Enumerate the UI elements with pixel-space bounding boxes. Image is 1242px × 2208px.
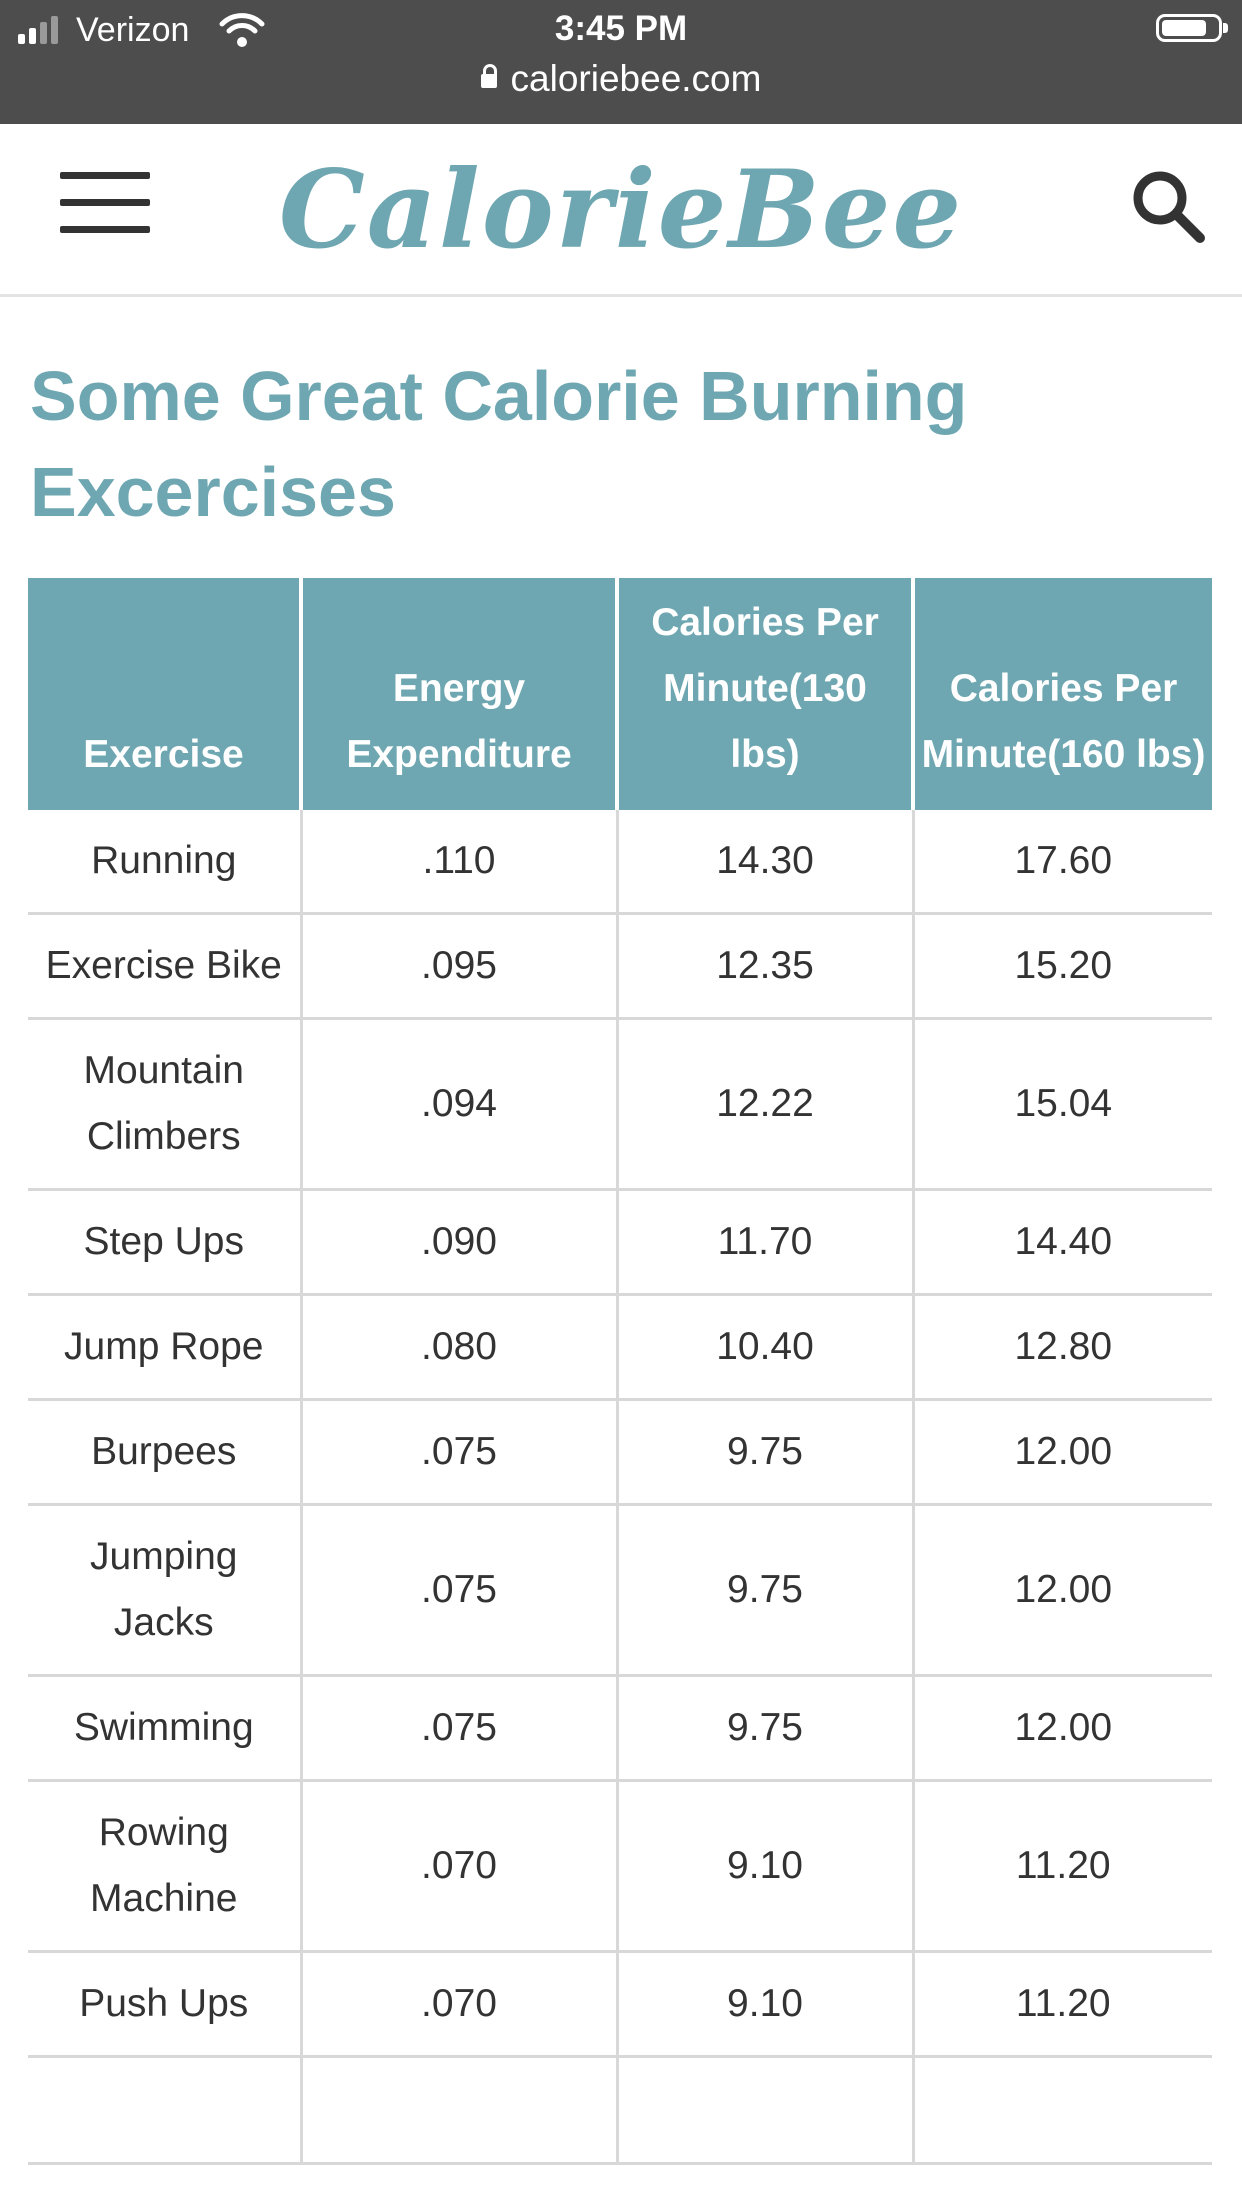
search-icon[interactable] bbox=[1128, 166, 1208, 246]
column-header: Calories Per Minute(160 lbs) bbox=[911, 578, 1212, 810]
clock: 3:45 PM bbox=[554, 9, 688, 48]
calories-130-cell: 12.35 bbox=[615, 913, 913, 1020]
hamburger-menu-icon[interactable] bbox=[60, 170, 150, 236]
table-row: Exercise Bike .095 12.35 15.20 bbox=[28, 913, 1212, 1020]
status-bar: Verizon 3:45 PM caloriebee.com bbox=[0, 0, 1242, 124]
table-row-empty bbox=[28, 2056, 1212, 2165]
column-header: Energy Expenditure bbox=[299, 578, 617, 810]
table-row: Rowing Machine .070 9.10 11.20 bbox=[28, 1780, 1212, 1953]
table-row: Swimming .075 9.75 12.00 bbox=[28, 1675, 1212, 1782]
calories-160-cell: 15.20 bbox=[911, 913, 1212, 1020]
exercise-cell: Jumping Jacks bbox=[28, 1504, 301, 1677]
table-row: Push Ups .070 9.10 11.20 bbox=[28, 1951, 1212, 2058]
exercise-cell: Exercise Bike bbox=[28, 913, 301, 1020]
energy-cell: .075 bbox=[299, 1399, 617, 1506]
calories-130-cell: 9.75 bbox=[615, 1399, 913, 1506]
calories-160-cell: 11.20 bbox=[911, 1951, 1212, 2058]
calories-130-cell: 9.10 bbox=[615, 1951, 913, 2058]
energy-cell: .110 bbox=[299, 810, 617, 915]
table-row: Jump Rope .080 10.40 12.80 bbox=[28, 1294, 1212, 1401]
exercise-cell: Swimming bbox=[28, 1675, 301, 1782]
calories-130-cell: 11.70 bbox=[615, 1189, 913, 1296]
table-row: Mountain Climbers .094 12.22 15.04 bbox=[28, 1018, 1212, 1191]
calories-130-cell: 12.22 bbox=[615, 1018, 913, 1191]
calories-160-cell: 14.40 bbox=[911, 1189, 1212, 1296]
empty-cell bbox=[28, 2056, 301, 2165]
exercise-cell: Burpees bbox=[28, 1399, 301, 1506]
carrier-name: Verizon bbox=[76, 11, 190, 49]
url-text: caloriebee.com bbox=[510, 58, 762, 99]
table-row: Running .110 14.30 17.60 bbox=[28, 810, 1212, 915]
site-header: CalorieBee bbox=[0, 124, 1242, 297]
calories-130-cell: 14.30 bbox=[615, 810, 913, 915]
energy-cell: .070 bbox=[299, 1780, 617, 1953]
exercise-cell: Step Ups bbox=[28, 1189, 301, 1296]
page-title: Some Great Calorie Burning Excercises bbox=[30, 357, 968, 531]
calories-160-cell: 12.00 bbox=[911, 1675, 1212, 1782]
energy-cell: .075 bbox=[299, 1675, 617, 1782]
battery-icon bbox=[1156, 14, 1228, 42]
calories-160-cell: 11.20 bbox=[911, 1780, 1212, 1953]
exercise-cell: Rowing Machine bbox=[28, 1780, 301, 1953]
calories-160-cell: 17.60 bbox=[911, 810, 1212, 915]
table-row: Jumping Jacks .075 9.75 12.00 bbox=[28, 1504, 1212, 1677]
exercise-cell: Mountain Climbers bbox=[28, 1018, 301, 1191]
wifi-icon bbox=[219, 13, 265, 47]
energy-cell: .070 bbox=[299, 1951, 617, 2058]
calories-130-cell: 10.40 bbox=[615, 1294, 913, 1401]
site-logo[interactable]: CalorieBee bbox=[278, 147, 964, 273]
empty-cell bbox=[299, 2056, 617, 2165]
address-bar[interactable]: caloriebee.com bbox=[0, 56, 1242, 102]
calories-160-cell: 12.00 bbox=[911, 1399, 1212, 1506]
calories-160-cell: 12.80 bbox=[911, 1294, 1212, 1401]
calorie-table: Exercise Energy Expenditure Calories Per… bbox=[28, 578, 1212, 2165]
lock-icon bbox=[480, 64, 497, 89]
table-row: Burpees .075 9.75 12.00 bbox=[28, 1399, 1212, 1506]
energy-cell: .094 bbox=[299, 1018, 617, 1191]
energy-cell: .075 bbox=[299, 1504, 617, 1677]
column-header: Calories Per Minute(130 lbs) bbox=[615, 578, 913, 810]
calories-130-cell: 9.75 bbox=[615, 1504, 913, 1677]
empty-cell bbox=[615, 2056, 913, 2165]
energy-cell: .080 bbox=[299, 1294, 617, 1401]
energy-cell: .090 bbox=[299, 1189, 617, 1296]
exercise-cell: Running bbox=[28, 810, 301, 915]
calories-130-cell: 9.75 bbox=[615, 1675, 913, 1782]
calories-160-cell: 12.00 bbox=[911, 1504, 1212, 1677]
table-row: Step Ups .090 11.70 14.40 bbox=[28, 1189, 1212, 1296]
table-header-row: Exercise Energy Expenditure Calories Per… bbox=[28, 578, 1212, 810]
exercise-cell: Jump Rope bbox=[28, 1294, 301, 1401]
column-header: Exercise bbox=[28, 578, 301, 810]
exercise-cell: Push Ups bbox=[28, 1951, 301, 2058]
empty-cell bbox=[911, 2056, 1212, 2165]
calories-160-cell: 15.04 bbox=[911, 1018, 1212, 1191]
energy-cell: .095 bbox=[299, 913, 617, 1020]
calories-130-cell: 9.10 bbox=[615, 1780, 913, 1953]
signal-icon bbox=[18, 14, 58, 44]
